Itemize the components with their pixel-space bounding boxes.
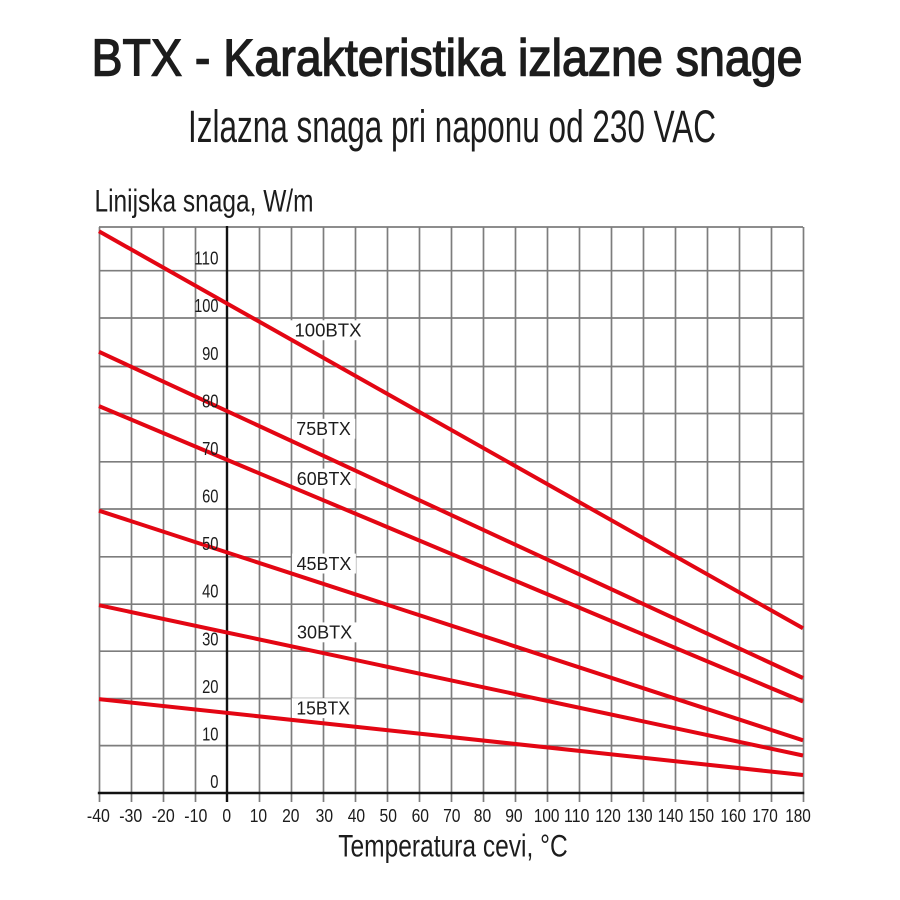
svg-text:30: 30	[202, 629, 218, 649]
svg-text:-10: -10	[184, 806, 207, 826]
svg-text:BTX - Karakteristika izlazne s: BTX - Karakteristika izlazne snage	[92, 30, 803, 88]
svg-text:180: 180	[785, 806, 811, 826]
svg-text:60BTX: 60BTX	[297, 468, 352, 489]
svg-text:160: 160	[721, 806, 747, 826]
svg-text:30: 30	[316, 806, 333, 826]
svg-text:20: 20	[282, 806, 299, 826]
svg-text:15BTX: 15BTX	[296, 697, 350, 718]
svg-text:100BTX: 100BTX	[295, 320, 362, 341]
svg-text:75BTX: 75BTX	[296, 418, 351, 439]
svg-text:10: 10	[202, 724, 218, 744]
svg-text:70: 70	[202, 439, 218, 459]
svg-text:110: 110	[194, 249, 218, 269]
svg-text:70: 70	[443, 806, 460, 826]
svg-text:80: 80	[202, 391, 218, 411]
svg-text:100: 100	[194, 296, 218, 316]
svg-text:10: 10	[250, 806, 267, 826]
svg-text:-40: -40	[87, 806, 110, 826]
svg-text:Izlazna snaga pri naponu od 23: Izlazna snaga pri naponu od 230 VAC	[188, 101, 716, 152]
svg-text:-20: -20	[152, 806, 175, 826]
svg-text:50: 50	[380, 806, 397, 826]
svg-text:60: 60	[202, 487, 218, 507]
svg-text:100: 100	[534, 806, 560, 826]
svg-text:80: 80	[474, 806, 491, 826]
svg-text:90: 90	[202, 344, 218, 364]
svg-text:-30: -30	[119, 806, 142, 826]
svg-text:40: 40	[348, 806, 365, 826]
svg-text:0: 0	[222, 806, 231, 826]
svg-text:Temperatura cevi, °C: Temperatura cevi, °C	[338, 827, 568, 863]
svg-text:0: 0	[210, 772, 218, 792]
svg-text:90: 90	[505, 806, 522, 826]
svg-text:140: 140	[658, 806, 684, 826]
svg-text:120: 120	[595, 806, 621, 826]
svg-text:20: 20	[202, 677, 218, 697]
svg-text:130: 130	[627, 806, 653, 826]
svg-text:150: 150	[689, 806, 715, 826]
svg-text:50: 50	[202, 534, 218, 554]
svg-text:60: 60	[412, 806, 429, 826]
svg-text:45BTX: 45BTX	[297, 553, 352, 574]
svg-text:40: 40	[202, 582, 218, 602]
svg-text:30BTX: 30BTX	[297, 622, 353, 643]
svg-text:170: 170	[752, 806, 778, 826]
svg-text:Linijska snaga, W/m: Linijska snaga, W/m	[95, 183, 314, 219]
svg-text:110: 110	[564, 806, 590, 826]
